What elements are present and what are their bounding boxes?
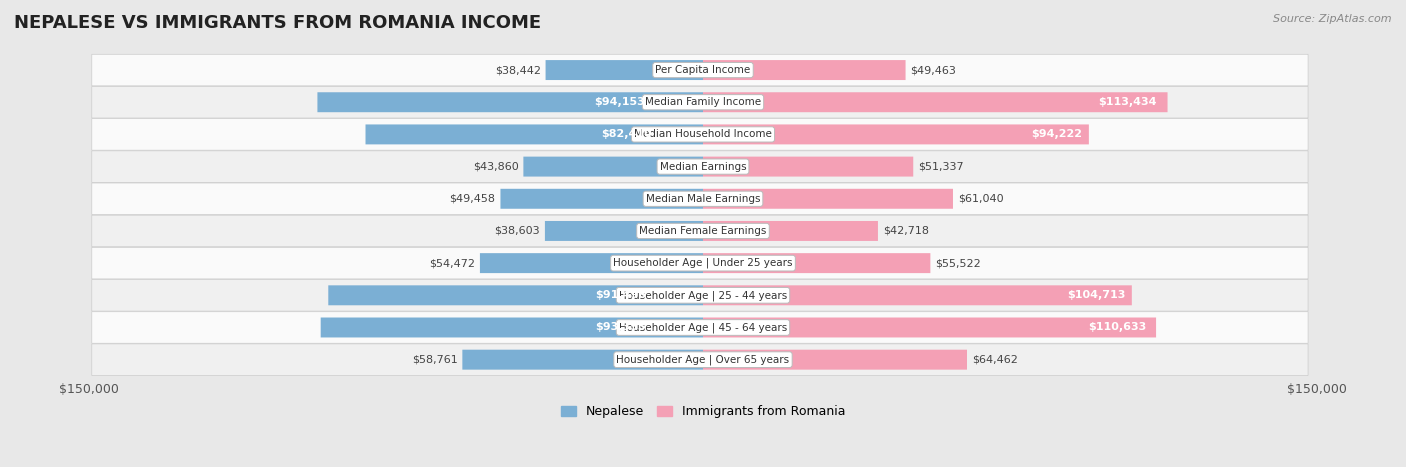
FancyBboxPatch shape bbox=[91, 54, 1308, 86]
FancyBboxPatch shape bbox=[703, 253, 931, 273]
FancyBboxPatch shape bbox=[91, 311, 1308, 343]
Text: $64,462: $64,462 bbox=[972, 354, 1018, 365]
Text: $38,442: $38,442 bbox=[495, 65, 541, 75]
FancyBboxPatch shape bbox=[703, 189, 953, 209]
Text: $104,713: $104,713 bbox=[1067, 290, 1126, 300]
Text: Householder Age | Under 25 years: Householder Age | Under 25 years bbox=[613, 258, 793, 269]
FancyBboxPatch shape bbox=[703, 318, 1156, 338]
Text: $94,153: $94,153 bbox=[595, 97, 645, 107]
FancyBboxPatch shape bbox=[91, 344, 1308, 375]
Text: $38,603: $38,603 bbox=[495, 226, 540, 236]
FancyBboxPatch shape bbox=[501, 189, 703, 209]
Text: Median Family Income: Median Family Income bbox=[645, 97, 761, 107]
FancyBboxPatch shape bbox=[703, 124, 1088, 144]
FancyBboxPatch shape bbox=[91, 151, 1308, 182]
Text: Per Capita Income: Per Capita Income bbox=[655, 65, 751, 75]
FancyBboxPatch shape bbox=[703, 350, 967, 370]
FancyBboxPatch shape bbox=[479, 253, 703, 273]
FancyBboxPatch shape bbox=[703, 156, 914, 177]
Text: Median Earnings: Median Earnings bbox=[659, 162, 747, 171]
Text: Median Female Earnings: Median Female Earnings bbox=[640, 226, 766, 236]
Text: $42,718: $42,718 bbox=[883, 226, 929, 236]
FancyBboxPatch shape bbox=[321, 318, 703, 338]
FancyBboxPatch shape bbox=[91, 183, 1308, 214]
FancyBboxPatch shape bbox=[318, 92, 703, 112]
Text: $93,355: $93,355 bbox=[595, 323, 645, 333]
Text: Householder Age | 25 - 44 years: Householder Age | 25 - 44 years bbox=[619, 290, 787, 301]
FancyBboxPatch shape bbox=[703, 285, 1132, 305]
Text: $58,761: $58,761 bbox=[412, 354, 457, 365]
Text: Median Male Earnings: Median Male Earnings bbox=[645, 194, 761, 204]
FancyBboxPatch shape bbox=[366, 124, 703, 144]
FancyBboxPatch shape bbox=[91, 119, 1308, 150]
Text: $91,498: $91,498 bbox=[596, 290, 647, 300]
FancyBboxPatch shape bbox=[523, 156, 703, 177]
FancyBboxPatch shape bbox=[546, 60, 703, 80]
Text: $54,472: $54,472 bbox=[429, 258, 475, 268]
FancyBboxPatch shape bbox=[328, 285, 703, 305]
FancyBboxPatch shape bbox=[703, 92, 1167, 112]
Text: $82,410: $82,410 bbox=[602, 129, 652, 140]
FancyBboxPatch shape bbox=[91, 280, 1308, 311]
Text: $113,434: $113,434 bbox=[1098, 97, 1156, 107]
Text: $94,222: $94,222 bbox=[1031, 129, 1083, 140]
Text: Householder Age | Over 65 years: Householder Age | Over 65 years bbox=[616, 354, 790, 365]
Text: Householder Age | 45 - 64 years: Householder Age | 45 - 64 years bbox=[619, 322, 787, 333]
Text: Source: ZipAtlas.com: Source: ZipAtlas.com bbox=[1274, 14, 1392, 24]
FancyBboxPatch shape bbox=[91, 86, 1308, 118]
Text: $61,040: $61,040 bbox=[957, 194, 1004, 204]
Text: $55,522: $55,522 bbox=[935, 258, 981, 268]
Legend: Nepalese, Immigrants from Romania: Nepalese, Immigrants from Romania bbox=[555, 400, 851, 423]
Text: Median Household Income: Median Household Income bbox=[634, 129, 772, 140]
Text: $43,860: $43,860 bbox=[472, 162, 519, 171]
Text: $49,463: $49,463 bbox=[911, 65, 956, 75]
FancyBboxPatch shape bbox=[703, 60, 905, 80]
FancyBboxPatch shape bbox=[703, 221, 877, 241]
Text: $49,458: $49,458 bbox=[450, 194, 495, 204]
FancyBboxPatch shape bbox=[546, 221, 703, 241]
FancyBboxPatch shape bbox=[463, 350, 703, 370]
Text: NEPALESE VS IMMIGRANTS FROM ROMANIA INCOME: NEPALESE VS IMMIGRANTS FROM ROMANIA INCO… bbox=[14, 14, 541, 32]
FancyBboxPatch shape bbox=[91, 248, 1308, 279]
Text: $51,337: $51,337 bbox=[918, 162, 963, 171]
FancyBboxPatch shape bbox=[91, 215, 1308, 247]
Text: $110,633: $110,633 bbox=[1088, 323, 1146, 333]
